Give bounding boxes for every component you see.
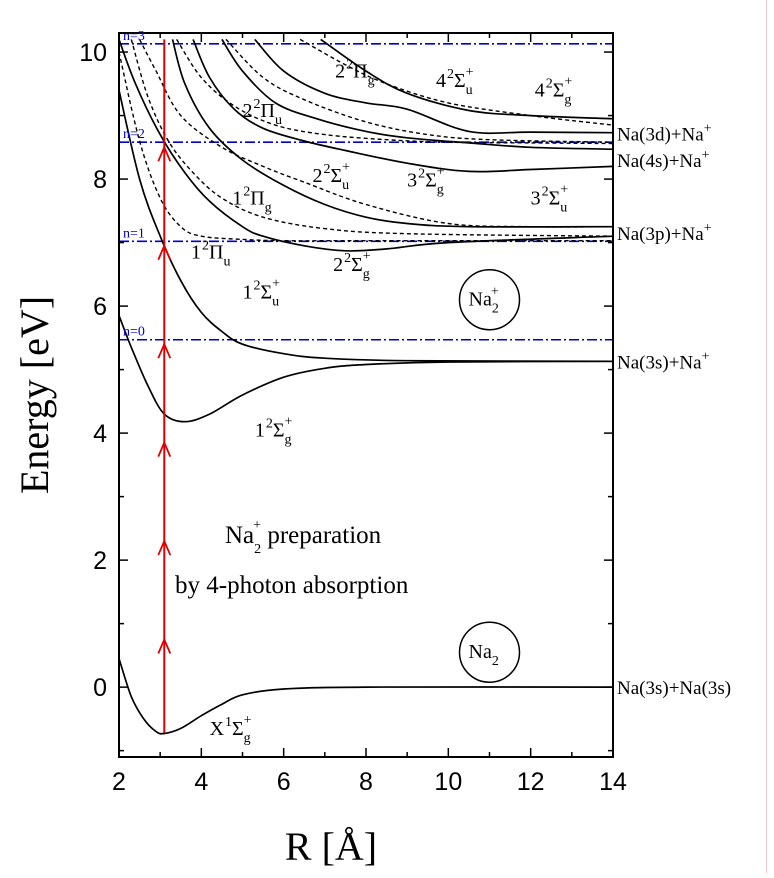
state-label-1_2Pu: 12Πu: [191, 238, 230, 269]
y-tick-label: 2: [93, 547, 107, 575]
photon-arrowhead-1: [157, 538, 172, 556]
state-label-4_2Su: 42Σu+: [436, 65, 474, 98]
asymptote-label: Na(3d)+Na+: [617, 121, 712, 145]
asymptote-label: Na(3p)+Na+: [617, 221, 712, 245]
curve-1: [119, 315, 613, 423]
state-label-1_2Sg: 12Σg+: [255, 414, 293, 447]
state-label-3_2Sg: 32Σg+: [407, 165, 445, 198]
photon-arrowhead-0: [157, 637, 172, 654]
curve-5: [119, 39, 613, 252]
curve-11: [225, 38, 613, 143]
asymptote-label: Na(3s)+Na(3s): [617, 678, 731, 699]
curve-3: [119, 51, 613, 242]
asymptote-labels: Na(3d)+Na+ Na(4s)+Na+ Na(3p)+Na+ Na(3s)+Na+…: [617, 121, 731, 699]
x-tick-label: 2: [112, 768, 126, 796]
level-label-0: n=0: [123, 325, 145, 340]
curve-7: [138, 39, 613, 228]
page-edge-line: [766, 0, 767, 873]
curve-6: [171, 39, 613, 228]
x-tick-label: 14: [599, 768, 627, 796]
curve-0: [119, 658, 613, 735]
y-tick-label: 10: [79, 39, 107, 67]
x-tick-label: 6: [277, 768, 291, 796]
molecule-labels: Na2+ Na2: [458, 268, 521, 683]
state-label-3_2Su: 32Σu+: [531, 182, 569, 215]
annotation-line2: by 4-photon absorption: [175, 572, 409, 599]
state-label-2_2Su: 22Σu+: [312, 160, 350, 193]
y-tick-label: 0: [93, 674, 107, 702]
level-label-1: n=1: [123, 226, 145, 241]
curve-13: [299, 38, 613, 126]
level-label-2: n=2: [123, 127, 145, 142]
state-label-2_2Pg: 22Πg: [335, 57, 374, 88]
potential-curves: [119, 38, 613, 735]
x-tick-label: 10: [434, 768, 462, 796]
state-label-4_2Sg: 42Σg+: [535, 75, 573, 108]
curve-9: [176, 39, 613, 145]
state-label-2_2Sg: 22Σg+: [333, 249, 371, 282]
level-label-3: n=3: [123, 29, 145, 44]
curve-14: [320, 38, 613, 120]
photon-level-lines: [119, 42, 613, 341]
state-label-2_2Pu: 22Πu: [243, 97, 282, 128]
x-tick-label: 4: [194, 768, 208, 796]
x-tick-label: 12: [517, 768, 545, 796]
level-labels: n=0 n=1 n=2 n=3: [123, 29, 145, 340]
annotation-line1: Na2+ preparation: [225, 518, 382, 557]
axis-ticks: 2 4 6 8 10 12 14 0 2 4 6 8 10: [79, 33, 627, 796]
photon-arrowhead-3: [157, 341, 172, 359]
state-label-X_1Sg: X1Σg+: [210, 713, 252, 746]
preparation-annotation: Na2+ preparation by 4-photon absorption: [175, 518, 409, 599]
photon-arrowhead-4: [157, 243, 172, 261]
molecule-circle-neutral: [458, 621, 521, 683]
asymptote-label: Na(4s)+Na+: [617, 148, 710, 172]
y-tick-label: 6: [93, 293, 107, 321]
molecule-circle-ion: [458, 268, 521, 331]
photon-arrowhead-5: [157, 145, 172, 162]
state-labels: X1Σg+ 12Σg+ 12Σu+ 12Πu 22Σg+ 12Πg 22Σu+ 32Σg+ 32…: [191, 57, 572, 745]
curve-10: [221, 38, 613, 151]
y-tick-label: 8: [93, 166, 107, 194]
y-axis-title: Energy [eV]: [12, 296, 57, 494]
x-tick-label: 8: [359, 768, 373, 796]
y-tick-label: 4: [93, 420, 107, 448]
curve-8: [192, 39, 613, 173]
curve-4: [130, 39, 613, 237]
curve-12: [254, 38, 613, 135]
molecule-label-ion: Na2+: [469, 285, 499, 317]
asymptote-label: Na(3s)+Na+: [617, 349, 710, 373]
molecule-label-neutral: Na2: [469, 641, 499, 669]
x-axis-title: R [Å]: [285, 824, 377, 869]
state-label-1_2Su: 12Σu+: [243, 276, 281, 309]
photon-transition: [157, 39, 172, 733]
curve-2: [119, 90, 613, 363]
photon-arrowhead-2: [157, 440, 172, 457]
state-label-1_2Pg: 12Πg: [232, 184, 271, 215]
